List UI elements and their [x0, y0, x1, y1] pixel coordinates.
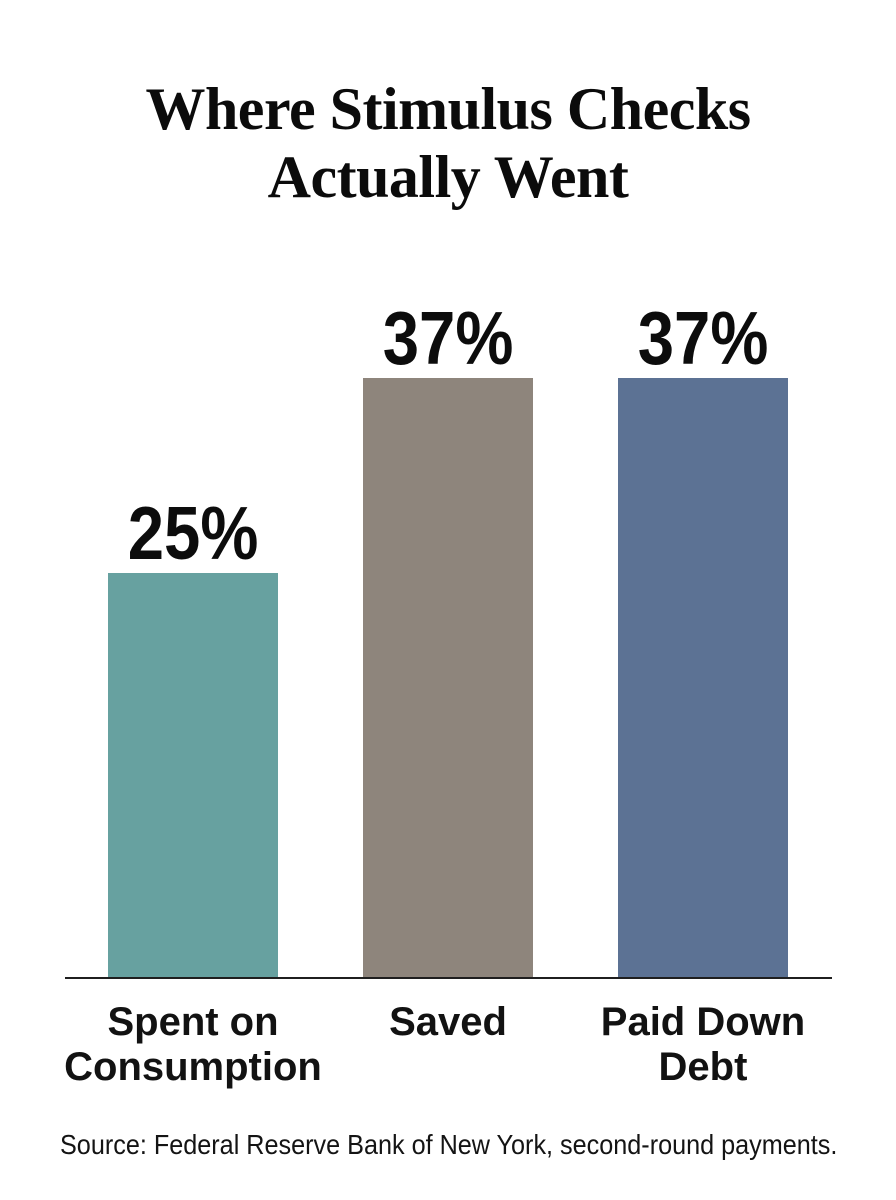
- x-axis-baseline: [65, 977, 832, 979]
- bar-saved: [363, 378, 533, 979]
- bar-value-label: 37%: [382, 296, 514, 380]
- category-label-saved: Saved: [389, 1000, 507, 1044]
- source-attribution: Source: Federal Reserve Bank of New York…: [60, 1129, 838, 1160]
- bar-group-spent-on-consumption: 25%: [108, 496, 278, 979]
- bar-group-paid-down-debt: 37%: [618, 301, 788, 979]
- bar-value-label: 25%: [127, 491, 259, 575]
- bar-paid-down-debt: [618, 378, 788, 979]
- category-label-spent-on-consumption: Spent on Consumption: [64, 1000, 322, 1089]
- bar-value-label: 37%: [637, 296, 769, 380]
- chart-title: Where Stimulus Checks Actually Went: [145, 76, 751, 210]
- bar-spent-on-consumption: [108, 573, 278, 979]
- category-label-paid-down-debt: Paid Down Debt: [600, 1000, 806, 1089]
- bar-group-saved: 37%: [363, 301, 533, 979]
